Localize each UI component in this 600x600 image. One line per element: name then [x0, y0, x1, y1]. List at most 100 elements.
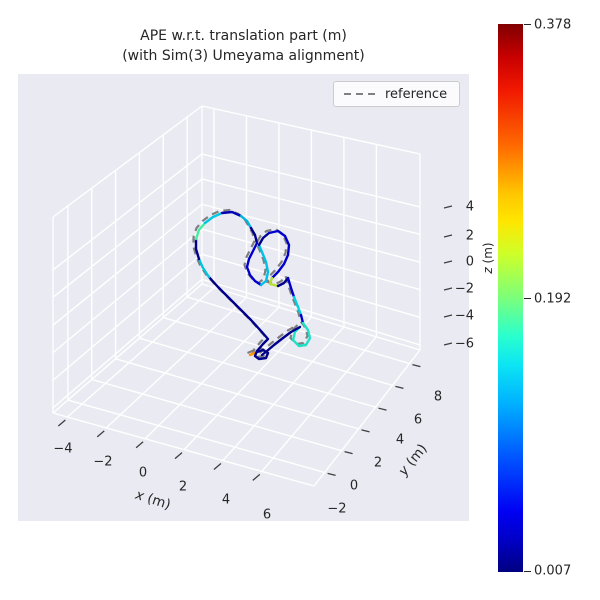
y-tick-label: −2	[327, 501, 347, 517]
estimate-trajectory-segment	[260, 325, 302, 357]
z-gridline-left	[52, 203, 203, 326]
tick-mark	[135, 441, 144, 449]
x-tick-label: −4	[53, 441, 73, 457]
pane-edge	[52, 283, 203, 414]
colorbar-label-max: 0.378	[534, 17, 572, 33]
tick-mark	[174, 452, 183, 460]
tick-mark	[252, 473, 261, 481]
tick-mark	[443, 234, 453, 238]
z-axis-label: z (m)	[481, 242, 495, 273]
x-gridline	[66, 287, 215, 418]
estimate-trajectory-segment	[299, 313, 305, 325]
estimate-trajectory-segment	[239, 214, 253, 230]
pane-edge	[313, 349, 421, 487]
z-tick-label: −6	[454, 336, 474, 352]
x-gridline	[105, 296, 247, 429]
colorbar-tick-max	[524, 24, 531, 25]
tick-mark	[443, 314, 453, 318]
x-tick-label: 6	[262, 507, 272, 523]
z-gridline-right	[201, 278, 421, 346]
y-gridline	[163, 316, 393, 387]
y-tick-label: 2	[373, 455, 383, 471]
estimate-trajectory-segment	[257, 243, 270, 287]
colorbar-label-mid: 0.192	[534, 291, 572, 307]
estimate-trajectory-segment	[292, 295, 303, 317]
x-gridline	[222, 326, 345, 461]
tick-mark	[412, 363, 421, 368]
z-tick-label: −4	[454, 308, 474, 324]
tick-mark	[378, 407, 387, 411]
tick-mark	[443, 287, 453, 291]
z-tick-label: 2	[465, 228, 474, 244]
tick-mark	[344, 451, 353, 455]
estimate-trajectory-segment	[197, 257, 211, 279]
estimate-trajectory-segment	[253, 348, 270, 361]
pane-edge	[201, 105, 421, 155]
tick-mark	[57, 419, 66, 427]
estimate-trajectory-segment	[249, 226, 259, 245]
z-tick-label: −2	[454, 281, 474, 297]
estimate-trajectory-segment	[207, 275, 270, 353]
x-tick-label: 4	[221, 492, 231, 508]
colorbar-tick-min	[524, 571, 531, 572]
y-tick-label: 0	[349, 478, 359, 494]
estimate-trajectory-segment	[220, 210, 243, 218]
tick-mark	[213, 463, 222, 471]
axes-background	[18, 74, 469, 521]
y-gridline	[91, 378, 342, 452]
y-tick-label: 4	[395, 432, 405, 448]
estimate-trajectory-segment	[257, 231, 271, 247]
pane-edge	[52, 412, 315, 487]
legend-box: reference	[333, 81, 460, 107]
z-gridline-right	[201, 178, 421, 236]
tick-mark	[443, 260, 453, 264]
estimate-trajectory-segment	[267, 229, 291, 280]
z-gridline-left	[52, 278, 203, 409]
x-gridline	[261, 336, 377, 472]
tick-mark	[443, 205, 453, 209]
x-tick-label: 0	[138, 465, 148, 481]
z-gridline-left	[52, 153, 203, 271]
z-gridline-right	[201, 153, 421, 208]
y-tick-label: 6	[413, 412, 423, 428]
z-gridline-right	[201, 253, 421, 318]
y-tick-label: 8	[433, 389, 443, 405]
tick-mark	[395, 385, 404, 389]
tick-mark	[96, 430, 105, 438]
plot-title-line1: APE w.r.t. translation part (m)	[140, 28, 347, 44]
estimate-trajectory-segment	[276, 276, 290, 288]
z-gridline-left	[52, 178, 203, 298]
y-gridline	[139, 337, 376, 408]
z-axis-label-unit: (m)	[481, 242, 495, 268]
tick-mark	[443, 342, 453, 346]
z-axis-label-var: z	[481, 267, 495, 274]
z-gridline-left	[52, 228, 203, 354]
x-tick-label: 2	[178, 479, 188, 495]
x-tick-label: −2	[93, 454, 113, 470]
estimate-trajectory-segment	[245, 241, 263, 287]
z-gridline-right	[201, 228, 421, 291]
estimate-trajectory-segment	[203, 211, 224, 225]
legend-label-reference: reference	[385, 86, 448, 102]
z-tick-label: 4	[465, 199, 474, 215]
pane-edge	[52, 105, 203, 218]
pane-edge	[201, 283, 421, 351]
colorbar-label-min: 0.007	[534, 563, 572, 579]
plot-title: APE w.r.t. translation part (m) (with Si…	[18, 27, 469, 67]
estimate-trajectory-segment	[286, 276, 296, 299]
reference-dashed-line-sample	[344, 92, 376, 96]
tick-mark	[361, 429, 370, 433]
colorbar-gradient	[498, 24, 523, 572]
estimate-trajectory-segment	[268, 276, 280, 288]
estimate-trajectory-segment	[291, 321, 312, 348]
colorbar-tick-mid	[524, 298, 531, 299]
z-tick-label: 0	[465, 254, 474, 270]
tick-mark	[327, 472, 336, 477]
y-gridline	[67, 399, 325, 474]
estimate-trajectory-segment	[194, 237, 201, 261]
x-gridline	[144, 306, 280, 440]
y-gridline	[115, 358, 359, 430]
plot-title-line2: (with Sim(3) Umeyama alignment)	[122, 47, 365, 64]
